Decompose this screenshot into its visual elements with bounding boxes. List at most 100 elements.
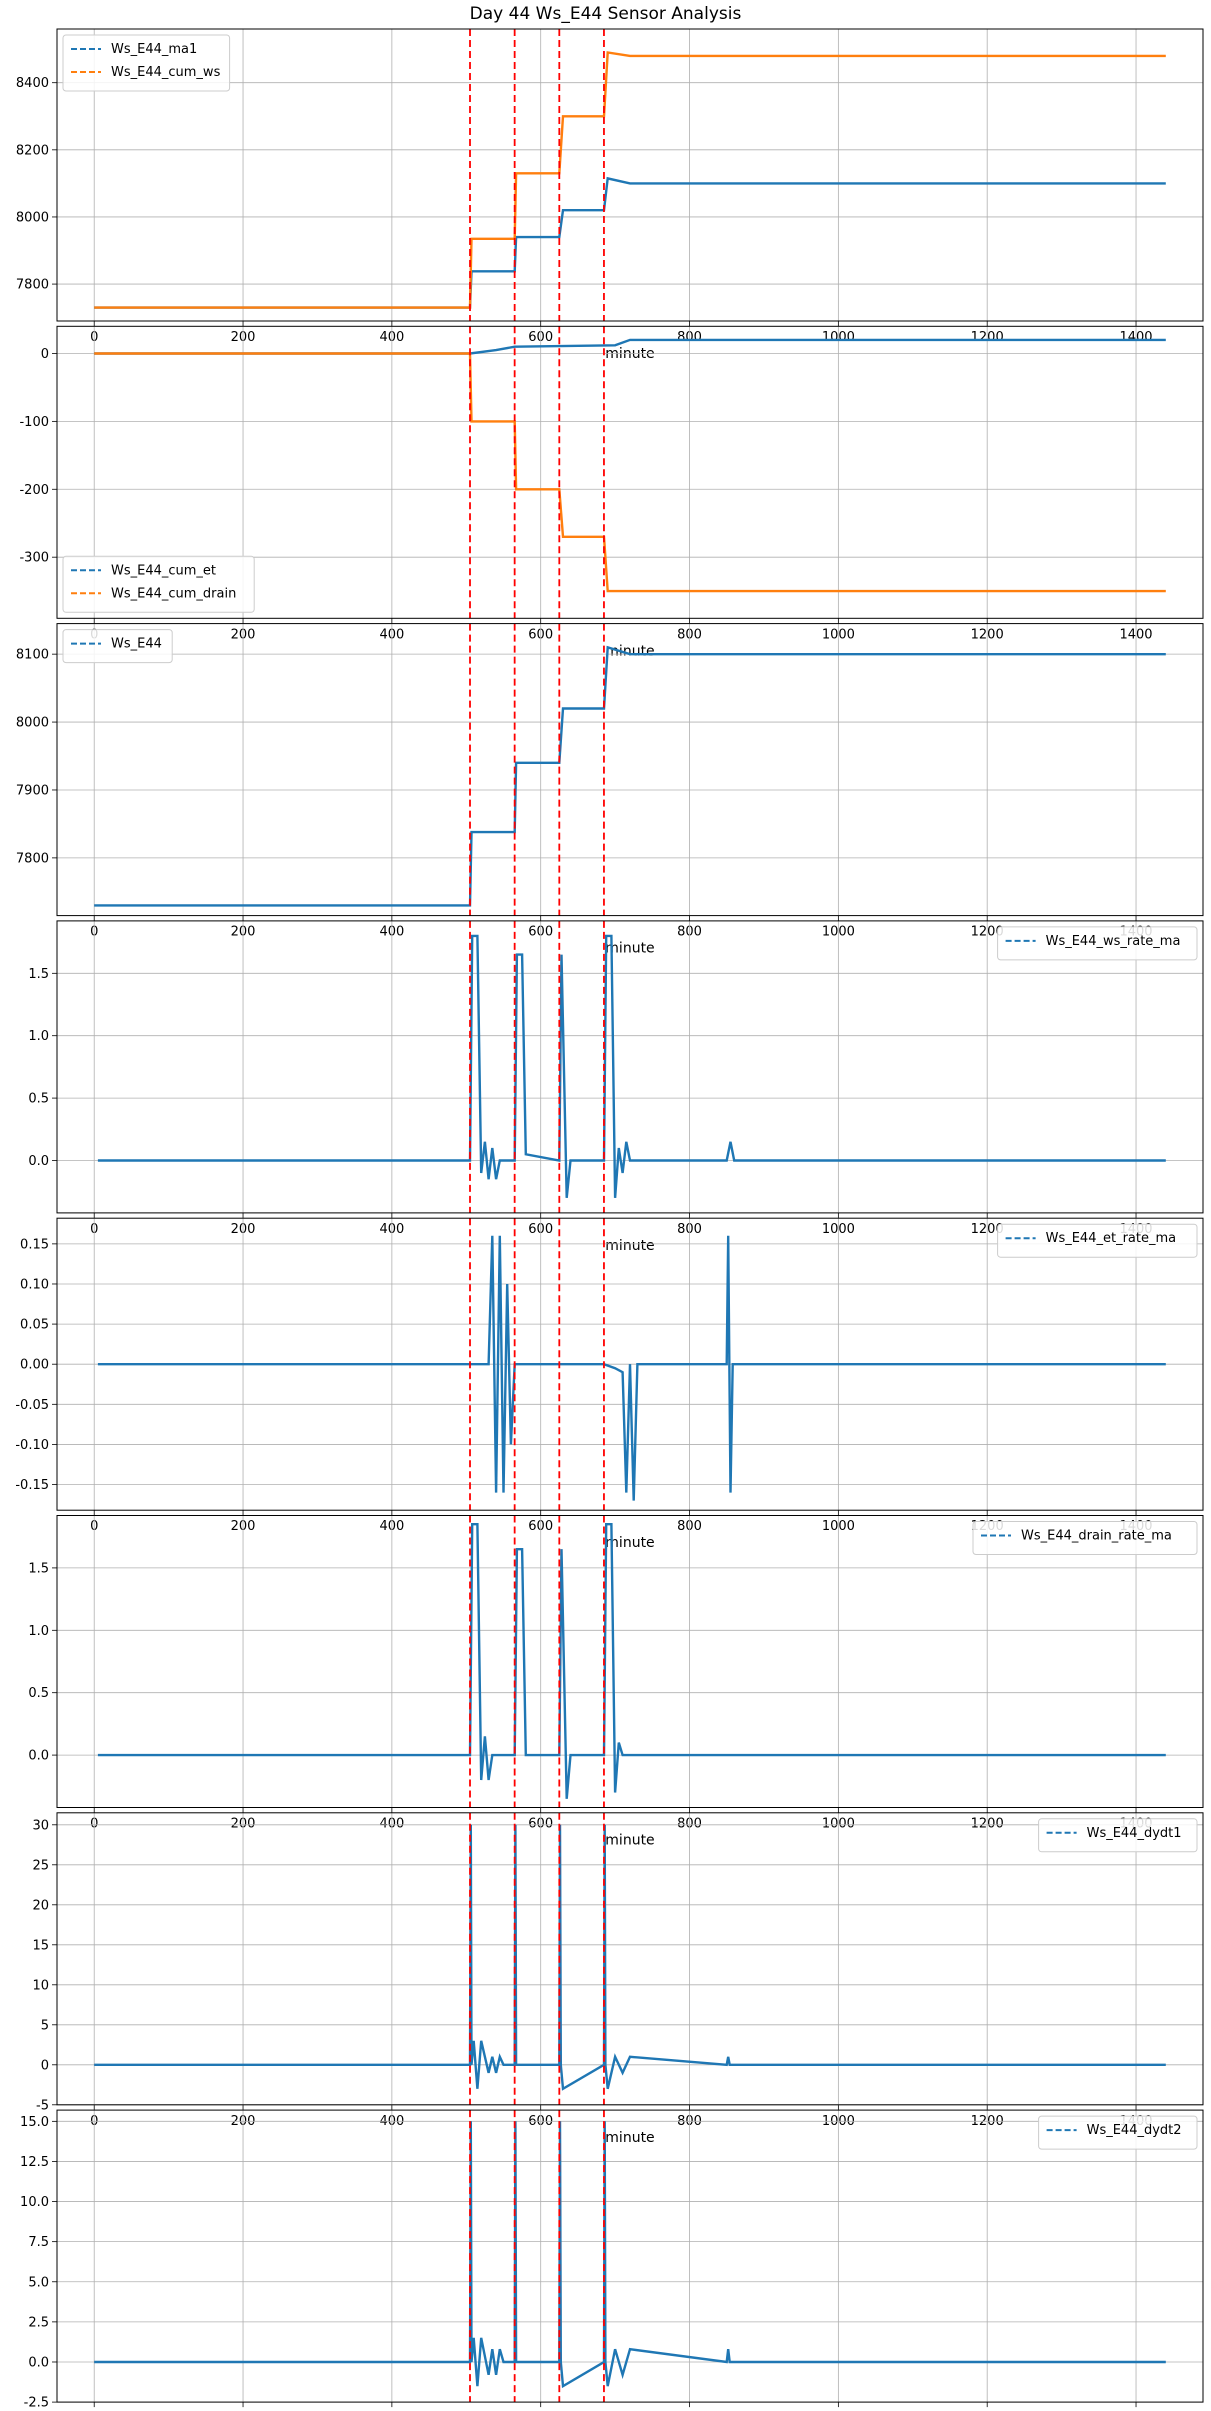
legend-entry: Ws_E44_drain_rate_ma xyxy=(1021,1529,1172,1544)
y-tick-label: 7900 xyxy=(16,783,49,798)
x-axis-label: minute xyxy=(605,941,654,957)
series-line-Ws_E44_cum_ws xyxy=(94,51,1166,309)
y-tick-label: -2.5 xyxy=(24,2396,49,2411)
legend: Ws_E44_cum_et Ws_E44_cum_drain xyxy=(62,555,255,613)
series-line-Ws_E44_dydt1 xyxy=(94,1824,1166,2091)
legend: Ws_E44_ws_rate_ma xyxy=(997,926,1198,961)
subplot-4: 02004006008001000120014000.00.51.01.5min… xyxy=(28,920,1204,1254)
y-tick-label: 0 xyxy=(41,347,49,362)
y-tick-label: 20 xyxy=(32,1898,49,1913)
legend-box xyxy=(997,926,1198,961)
y-tick-label: -100 xyxy=(19,415,49,430)
legend: Ws_E44_et_rate_ma xyxy=(997,1223,1198,1258)
legend: Ws_E44_drain_rate_ma xyxy=(972,1521,1198,1555)
series-line-Ws_E44_dydt2 xyxy=(94,2121,1166,2389)
series-line-Ws_E44_ma1 xyxy=(94,176,1166,309)
legend-box xyxy=(62,555,255,613)
series-line-Ws_E44_drain_rate_ma xyxy=(97,1522,1166,1799)
x-axis-label: minute xyxy=(605,346,654,362)
axes-frame xyxy=(56,2109,1204,2403)
legend-box xyxy=(1038,1818,1198,1853)
axes-frame xyxy=(56,28,1204,322)
series-line-Ws_E44_et_rate_ma xyxy=(97,1235,1166,1501)
y-tick-label: 15 xyxy=(32,1938,49,1953)
y-tick-label: 0.10 xyxy=(20,1277,49,1292)
legend: Ws_E44_ma1 Ws_E44_cum_ws xyxy=(62,34,231,92)
axes-frame xyxy=(56,623,1204,917)
x-axis-label: minute xyxy=(605,643,654,659)
legend-entry: Ws_E44_dydt2 xyxy=(1087,2123,1182,2138)
y-tick-label: 2.5 xyxy=(28,2315,49,2330)
y-tick-label: 0.0 xyxy=(28,2355,49,2370)
legend-entry: Ws_E44_cum_ws xyxy=(111,65,221,80)
axes-frame xyxy=(56,325,1204,619)
y-tick-label: 1.5 xyxy=(28,967,49,982)
y-tick-label: -5 xyxy=(36,2098,49,2113)
x-axis-label: minute xyxy=(605,1833,654,1849)
legend-entry: Ws_E44_dydt1 xyxy=(1087,1826,1182,1841)
axes-frame xyxy=(56,920,1204,1214)
legend: Ws_E44_dydt2 xyxy=(1038,2115,1198,2150)
y-tick-label: 8100 xyxy=(16,648,49,663)
figure-title: Day 44 Ws_E44 Sensor Analysis xyxy=(469,4,742,24)
y-tick-label: 0 xyxy=(41,2058,49,2073)
subplot-3: 0200400600800100012001400780079008000810… xyxy=(16,623,1204,957)
y-tick-label: 10.0 xyxy=(20,2195,49,2210)
axes-frame xyxy=(56,1217,1204,1511)
subplot-6: 02004006008001000120014000.00.51.01.5min… xyxy=(28,1515,1204,1849)
y-tick-label: 7800 xyxy=(16,851,49,866)
y-tick-label: 30 xyxy=(32,1818,49,1833)
subplot-7: 0200400600800100012001400-5051015202530m… xyxy=(32,1812,1204,2146)
series-line-Ws_E44_cum_drain xyxy=(94,352,1166,593)
legend-entry: Ws_E44 xyxy=(111,637,162,652)
legend-entry: Ws_E44_cum_drain xyxy=(111,586,236,601)
subplot-2: 0200400600800100012001400-300-200-1000mi… xyxy=(19,325,1204,659)
x-axis-label: minute xyxy=(605,1535,654,1551)
y-tick-label: 0.0 xyxy=(28,1154,49,1169)
y-tick-label: -0.15 xyxy=(15,1478,49,1493)
y-tick-label: 8000 xyxy=(16,716,49,731)
legend-box xyxy=(62,34,231,92)
y-tick-label: 15.0 xyxy=(20,2115,49,2130)
y-tick-label: -200 xyxy=(19,483,49,498)
y-tick-label: -0.05 xyxy=(15,1398,49,1413)
axes-frame xyxy=(56,1515,1204,1808)
legend-box xyxy=(972,1521,1198,1555)
y-tick-label: 0.15 xyxy=(20,1237,49,1252)
x-axis-label: minute xyxy=(605,2130,654,2146)
y-tick-label: 10 xyxy=(32,1978,49,1993)
y-tick-label: 12.5 xyxy=(20,2155,49,2170)
y-tick-label: 0.5 xyxy=(28,1686,49,1701)
y-tick-label: 5 xyxy=(41,2018,49,2033)
subplot-8: 0200400600800100012001400-2.50.02.55.07.… xyxy=(20,2109,1204,2411)
y-tick-label: 25 xyxy=(32,1858,49,1873)
y-tick-label: 8200 xyxy=(16,143,49,158)
y-tick-label: 0.0 xyxy=(28,1749,49,1764)
series-line-Ws_E44 xyxy=(94,645,1166,907)
legend-entry: Ws_E44_ma1 xyxy=(111,42,197,57)
y-tick-label: 0.5 xyxy=(28,1092,49,1107)
y-tick-label: -300 xyxy=(19,551,49,566)
subplot-1: 0 200 400 600 800 1000 1200 1400780080008200840… xyxy=(16,28,1204,362)
y-tick-label: 8400 xyxy=(16,76,49,91)
y-tick-label: 1.0 xyxy=(28,1029,49,1044)
y-tick-label: -0.10 xyxy=(15,1438,49,1453)
axes-frame xyxy=(56,1812,1204,2106)
y-tick-label: 7800 xyxy=(16,278,49,293)
y-tick-label: 8000 xyxy=(16,210,49,225)
x-axis-label: minute xyxy=(605,1238,654,1254)
legend-box xyxy=(997,1223,1198,1258)
y-tick-label: 0.05 xyxy=(20,1318,49,1333)
y-tick-label: 1.5 xyxy=(28,1561,49,1576)
legend-box xyxy=(1038,2115,1198,2150)
legend: Ws_E44 xyxy=(62,629,173,664)
y-tick-label: 1.0 xyxy=(28,1624,49,1639)
subplot-5: 0200400600800100012001400-0.15-0.10-0.05… xyxy=(15,1217,1204,1551)
legend-box xyxy=(62,629,173,664)
legend-entry: Ws_E44_cum_et xyxy=(111,563,216,578)
legend-entry: Ws_E44_et_rate_ma xyxy=(1046,1231,1177,1246)
y-tick-label: 7.5 xyxy=(28,2235,49,2250)
series-line-Ws_E44_ws_rate_ma xyxy=(97,934,1166,1199)
legend: Ws_E44_dydt1 xyxy=(1038,1818,1198,1853)
